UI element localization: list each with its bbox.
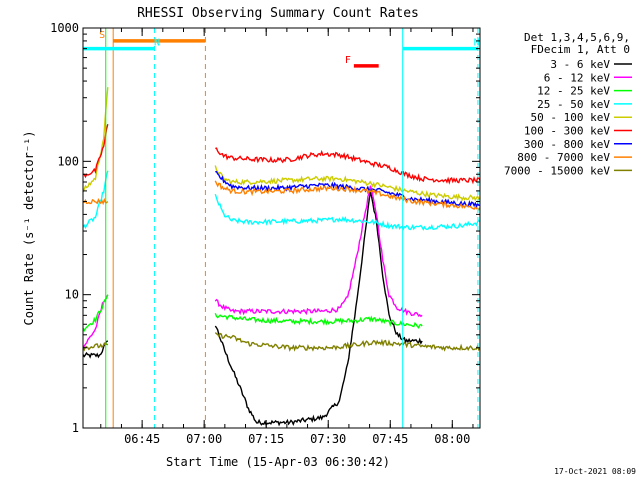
x-tick-label-5: 08:00 — [434, 432, 470, 446]
annotation-label-0: S — [99, 30, 105, 41]
y-tick-label-0: 1 — [72, 421, 79, 435]
x-tick-label-2: 07:15 — [248, 432, 284, 446]
legend-header-line-1: Det 1,3,4,5,6,9, — [524, 31, 630, 44]
annotation-label-2: N — [474, 38, 480, 49]
legend-label-2: 12 - 25 keV — [537, 85, 610, 98]
legend: Det 1,3,4,5,6,9, FDecim 1, Att 0 3 - 6 k… — [504, 31, 632, 177]
legend-label-5: 100 - 300 keV — [524, 125, 610, 138]
series-line-0-segment-0 — [82, 340, 109, 359]
series-line-2-segment-1 — [214, 312, 423, 329]
x-axis-label: Start Time (15-Apr-03 06:30:42) — [166, 455, 390, 469]
annotation-label-3: F — [345, 55, 351, 66]
plot-frame — [82, 27, 481, 429]
legend-label-4: 50 - 100 keV — [531, 111, 611, 124]
series-line-2-segment-0 — [82, 294, 109, 333]
series-line-4-segment-1 — [214, 165, 481, 202]
legend-label-8: 7000 - 15000 keV — [504, 164, 610, 177]
series-line-0-segment-1 — [214, 191, 423, 427]
series-line-8-segment-0 — [82, 341, 109, 352]
series-line-7-segment-1 — [214, 180, 481, 211]
series-3 — [82, 170, 481, 231]
series-5 — [83, 124, 481, 185]
legend-header-line-2: FDecim 1, Att 0 — [531, 43, 630, 56]
series-2 — [82, 294, 423, 333]
annotation-label-1: N — [154, 38, 160, 49]
legend-label-1: 6 - 12 keV — [544, 71, 611, 84]
legend-label-7: 800 - 7000 keV — [517, 151, 610, 164]
y-tick-label-2: 100 — [57, 154, 79, 168]
x-tick-label-3: 07:30 — [310, 432, 346, 446]
legend-label-6: 300 - 800 keV — [524, 138, 610, 151]
series-0 — [82, 191, 423, 427]
series-line-4-segment-0 — [82, 87, 109, 193]
overlay-layer: S N N F — [83, 28, 480, 428]
series-line-8-segment-1 — [214, 332, 481, 352]
x-tick-label-4: 07:45 — [372, 432, 408, 446]
y-tick-label-3: 1000 — [50, 21, 79, 35]
series-7 — [82, 180, 481, 211]
series-line-3-segment-0 — [82, 170, 109, 230]
y-tick-label-1: 10 — [65, 288, 79, 302]
legend-label-0: 3 - 6 keV — [550, 58, 610, 71]
series-line-3-segment-1 — [214, 193, 481, 231]
footer-date: 17-Oct-2021 08:09 — [554, 467, 636, 476]
plot-area: S N N F 06:45 07:00 07:15 07:30 07:45 08:00 1 10 10… — [50, 21, 481, 446]
series-layer — [82, 87, 481, 427]
axis-layer: 06:45 07:00 07:15 07:30 07:45 08:00 1 10 100 1000 — [50, 21, 480, 446]
x-tick-label-1: 07:00 — [186, 432, 222, 446]
series-line-5-segment-0 — [83, 124, 109, 179]
series-8 — [82, 332, 481, 352]
y-axis-label: Count Rate (s⁻¹ detector⁻¹) — [22, 130, 36, 325]
chart-title: RHESSI Observing Summary Count Rates — [137, 6, 419, 21]
series-line-7-segment-0 — [82, 197, 109, 206]
x-tick-label-0: 06:45 — [124, 432, 160, 446]
series-line-1-segment-1 — [214, 185, 423, 318]
series-4 — [82, 87, 481, 202]
legend-label-3: 25 - 50 keV — [537, 98, 610, 111]
series-line-5-segment-1 — [215, 147, 481, 185]
